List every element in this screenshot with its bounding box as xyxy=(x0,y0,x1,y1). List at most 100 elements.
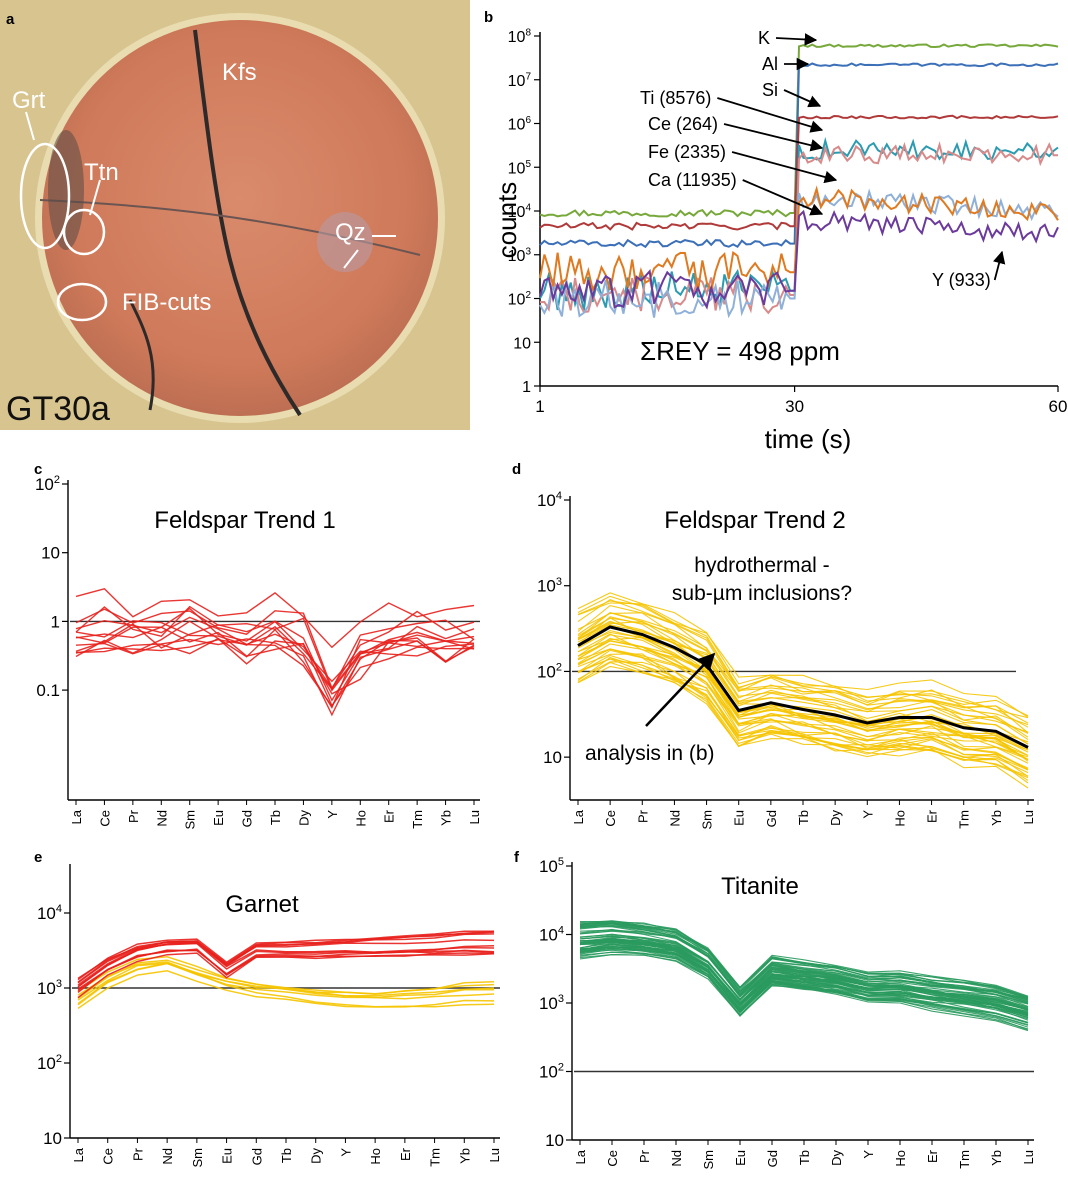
panel-c-title: Feldspar Trend 1 xyxy=(154,507,335,534)
ree-pattern xyxy=(579,935,1029,1011)
b-series-Y xyxy=(539,209,1059,310)
xtick-label: La xyxy=(71,1147,86,1162)
ree-pattern xyxy=(577,612,1029,745)
xtick-label: La xyxy=(69,809,84,824)
ree-pattern xyxy=(577,637,1029,761)
xtick-label: La xyxy=(571,809,586,824)
b-series-label: Si xyxy=(762,80,778,100)
b-ytick-label: 106 xyxy=(508,115,532,133)
panel-d-annotation-1: hydrothermal - xyxy=(694,554,829,577)
panel-e-plot: 10 102 103 104 La Ce Pr Nd Sm Eu Gd Tb Dy Y Ho Er Tm Yb Lu xyxy=(37,864,502,1168)
xtick-label: Eu xyxy=(733,1150,748,1166)
xtick-label: Dy xyxy=(829,1150,844,1166)
ree-pattern xyxy=(75,616,475,690)
ytick-label: 103 xyxy=(537,576,562,596)
label-fib-cuts: FIB-cuts xyxy=(122,289,211,316)
xtick-label: Ho xyxy=(368,1148,383,1165)
xtick-label: Nd xyxy=(154,810,169,827)
panel-c: c Feldspar Trend 1 0.1 1 10 102 La Ce Pr Nd Sm Eu… xyxy=(34,461,482,830)
xtick-label: Dy xyxy=(828,810,843,826)
xtick-label: Er xyxy=(925,809,940,823)
ttn-pointer xyxy=(89,179,101,216)
xtick-label: Nd xyxy=(160,1148,175,1165)
ree-pattern xyxy=(77,962,495,1006)
panel-b-letter: b xyxy=(484,9,493,26)
ree-pattern xyxy=(75,607,475,683)
panel-b-labels: K Al Si Ti (8576) Ce (264) Fe (2335) Ca (11935… xyxy=(640,28,1006,290)
xtick-label: Nd xyxy=(667,810,682,827)
vein-3 xyxy=(128,299,155,411)
ree-pattern xyxy=(75,620,475,702)
b-series-K xyxy=(539,43,1059,218)
vein-1 xyxy=(193,29,302,417)
b-series-arrow xyxy=(723,123,824,152)
b-series-label: Y (933) xyxy=(932,270,991,290)
xtick-label: Ho xyxy=(892,810,907,827)
ree-pattern xyxy=(579,926,1029,1019)
b-ytick-label: 104 xyxy=(508,203,532,221)
xtick-label: Lu xyxy=(467,810,482,824)
xtick-label: Gd xyxy=(765,1150,780,1167)
ree-pattern xyxy=(577,598,1029,728)
ree-pattern xyxy=(577,624,1029,733)
highlight-pattern xyxy=(577,625,1029,749)
ree-pattern xyxy=(75,638,475,708)
label-kfs: Kfs xyxy=(222,59,257,86)
panel-f-letter: f xyxy=(514,849,520,866)
xtick-label: Yb xyxy=(989,810,1004,826)
ree-pattern xyxy=(577,648,1029,762)
ree-pattern xyxy=(77,933,495,988)
ytick-label: 103 xyxy=(539,993,564,1013)
xtick-label: Ce xyxy=(603,810,618,827)
ytick-label: 10 xyxy=(543,748,562,767)
ree-pattern xyxy=(75,619,475,691)
b-series-arrow xyxy=(742,179,824,216)
xtick-label: Pr xyxy=(130,1147,145,1161)
xtick-label: Er xyxy=(925,1149,940,1163)
xtick-label: Y xyxy=(338,1148,353,1157)
panel-f: f Titanite 10 102 103 104 105 La Ce Pr Nd Sm Eu Gd T… xyxy=(514,849,1036,1170)
b-series-Si xyxy=(539,114,1059,231)
ytick-label: 102 xyxy=(37,1053,62,1073)
xtick-label: Tm xyxy=(957,1150,972,1169)
xtick-label: Gd xyxy=(764,810,779,827)
ree-pattern xyxy=(75,637,475,695)
xtick-label: Yb xyxy=(439,810,454,826)
ree-pattern xyxy=(577,600,1029,718)
panel-b-axes: 1 10 102 103 104 105 106 107 108 1 30 60 xyxy=(508,28,1068,416)
titanite-ellipse xyxy=(62,208,106,256)
panel-c-plot: 0.1 1 10 102 La Ce Pr Nd Sm Eu Gd Tb Dy Y Ho Er Tm Yb Lu xyxy=(35,474,482,829)
quartz-grain xyxy=(317,212,373,272)
ree-pattern xyxy=(75,608,475,690)
xtick-label: Tb xyxy=(279,1148,294,1163)
xtick-label: Tm xyxy=(428,1148,443,1167)
ytick-label: 105 xyxy=(539,856,564,876)
ytick-label: 10 xyxy=(545,1131,564,1150)
b-xtick-label: 30 xyxy=(785,397,804,416)
ree-pattern xyxy=(577,640,1029,771)
xtick-label: Ho xyxy=(893,1150,908,1167)
xtick-label: Eu xyxy=(732,810,747,826)
ytick-label: 103 xyxy=(37,978,62,998)
panel-b-annotation: ΣREY = 498 ppm xyxy=(640,336,840,366)
xtick-label: Gd xyxy=(249,1148,264,1165)
panel-b: b 1 10 102 103 104 105 106 107 108 1 30 60 K Al Si Ti … xyxy=(484,9,1067,454)
xtick-label: Lu xyxy=(1021,1150,1036,1164)
xtick-label: Er xyxy=(382,809,397,823)
xtick-label: Pr xyxy=(637,1149,652,1163)
xtick-label: Dy xyxy=(309,1148,324,1164)
ytick-label: 102 xyxy=(539,1062,564,1082)
b-series-arrow xyxy=(775,33,818,46)
xtick-label: Er xyxy=(398,1147,413,1161)
ree-pattern xyxy=(577,616,1029,726)
ree-pattern xyxy=(577,612,1029,717)
ree-pattern xyxy=(577,658,1029,777)
ytick-label: 104 xyxy=(537,490,562,510)
ytick-label: 10 xyxy=(43,1129,62,1148)
panel-c-letter: c xyxy=(34,461,42,478)
panel-f-title: Titanite xyxy=(721,873,799,900)
panel-d-title: Feldspar Trend 2 xyxy=(664,507,845,534)
b-xtick-label: 60 xyxy=(1049,397,1068,416)
xtick-label: Y xyxy=(325,810,340,819)
